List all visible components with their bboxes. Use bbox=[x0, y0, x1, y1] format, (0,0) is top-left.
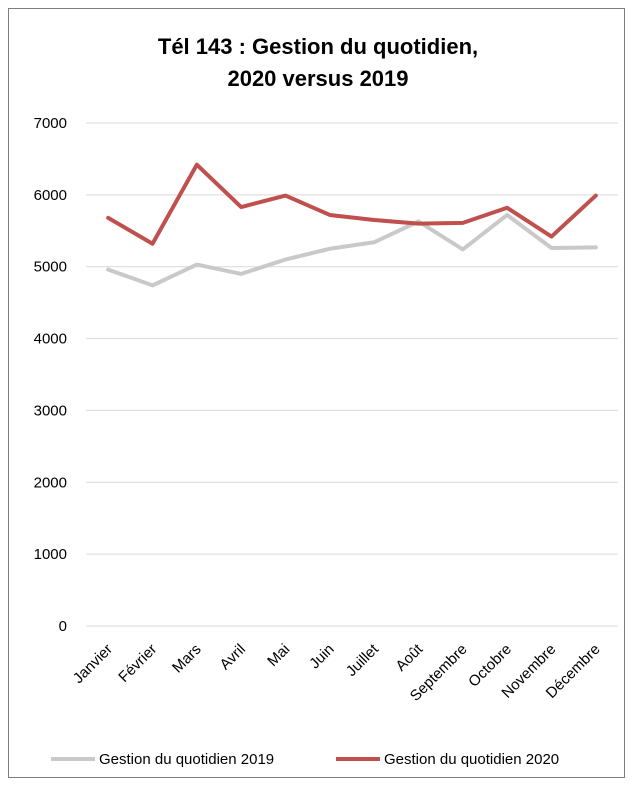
x-tick-label: Août bbox=[392, 640, 426, 674]
y-tick-label: 6000 bbox=[34, 187, 67, 204]
x-tick-label: Mai bbox=[264, 641, 293, 670]
y-tick-label: 0 bbox=[59, 618, 67, 635]
y-tick-label: 2000 bbox=[34, 474, 67, 491]
chart-title-line-1: Tél 143 : Gestion du quotidien, bbox=[158, 34, 478, 59]
y-tick-label: 5000 bbox=[34, 259, 67, 276]
x-tick-label: Mars bbox=[169, 641, 205, 677]
chart-frame bbox=[8, 8, 625, 778]
x-tick-label: Juillet bbox=[343, 640, 383, 680]
series-line-1 bbox=[106, 162, 598, 246]
y-tick-label: 1000 bbox=[34, 546, 67, 563]
legend-label-2020: Gestion du quotidien 2020 bbox=[384, 751, 559, 768]
x-axis-ticks: Janvier Février Mars Avril Mai Juin Juillet Aoû… bbox=[70, 640, 604, 704]
chart-title: Tél 143 : Gestion du quotidien, 2020 ver… bbox=[158, 34, 478, 91]
x-tick-label: Juin bbox=[306, 641, 337, 672]
y-tick-label: 4000 bbox=[34, 331, 67, 348]
x-tick-label: Janvier bbox=[70, 641, 116, 687]
gridlines bbox=[86, 122, 618, 627]
chart-title-line-2: 2020 versus 2019 bbox=[227, 66, 408, 91]
series-lines bbox=[106, 162, 598, 288]
legend: Gestion du quotidien 2019 Gestion du quo… bbox=[51, 751, 559, 768]
series-line-0 bbox=[106, 212, 598, 288]
x-tick-label: Avril bbox=[217, 641, 249, 673]
y-tick-label: 3000 bbox=[34, 402, 67, 419]
y-axis-ticks: 0 1000 2000 3000 4000 5000 6000 7000 bbox=[34, 115, 67, 635]
legend-label-2019: Gestion du quotidien 2019 bbox=[99, 751, 274, 768]
x-tick-label: Février bbox=[115, 641, 160, 686]
y-tick-label: 7000 bbox=[34, 115, 67, 132]
